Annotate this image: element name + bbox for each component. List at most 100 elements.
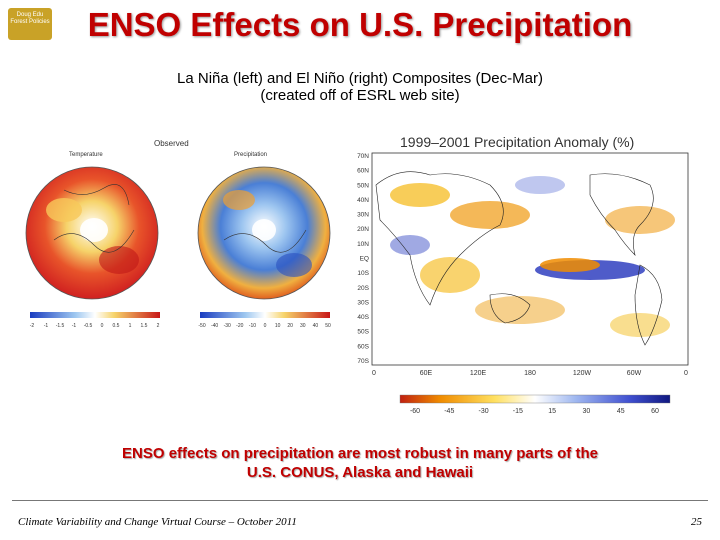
latitude-label: 70N [357,153,369,160]
colorbar-tick-label: 0 [264,323,267,329]
latitude-label: 40N [357,197,369,204]
footer-divider [12,500,708,501]
colorbar-tick-label: 30 [583,408,591,415]
colorbar-tick-label: 60 [651,408,659,415]
colorbar-tick-label: -50 [198,323,205,329]
caption-line-2: U.S. CONUS, Alaska and Hawaii [246,464,474,481]
colorbar-tick-label: -60 [410,408,420,415]
colorbar-tick-label: 50 [325,323,331,329]
colorbar-tick-label: -1 [44,323,49,329]
dry-anomaly [605,206,675,234]
longitude-label: 60E [420,370,433,377]
coastline [223,229,307,253]
precipitation-anomaly-map: 1999–2001 Precipitation Anomaly (%) 70N 6… [340,125,700,415]
latitude-label: 40S [357,314,369,321]
dry-anomaly [540,258,600,272]
temp-blob [46,198,82,222]
coastline [53,229,135,253]
latitude-label: 10N [357,241,369,248]
latitude-label: 30S [357,299,369,306]
continent-outline [634,264,663,346]
latitude-label: 10S [357,270,369,277]
temp-polar-region [80,218,108,242]
colorbar-tick-label: -0.5 [84,323,93,329]
footer-text: Climate Variability and Change Virtual C… [18,516,297,528]
longitude-label: 180 [524,370,536,377]
precip-polar-region [252,219,276,241]
globes-svg: Observed Temperature Precipitation -2 -1-… [25,139,331,329]
longitude-label: 0 [372,370,376,377]
dry-anomaly [390,183,450,207]
temp-blob [99,246,139,274]
subtitle-line-2: (created off of ESRL web site) [260,87,460,104]
colorbar-tick-label: 1 [129,323,132,329]
colorbar-tick-label: -40 [211,323,218,329]
latitude-label: 70S [357,358,369,365]
colorbar-tick-label: 10 [275,323,281,329]
slide-title: ENSO Effects on U.S. Precipitation [87,6,633,43]
anomaly-colorbar [399,394,671,404]
wet-anomaly [515,176,565,194]
colorbar-tick-label: 2 [157,323,160,329]
colorbar-tick-label: 30 [300,323,306,329]
colorbar-tick-label: -1.5 [56,323,65,329]
precipitation-colorbar-ticks: -50 -40 -30 -20 -10 0 10 20 30 40 50 [198,323,331,329]
colorbar-tick-label: -45 [444,408,454,415]
anomaly-map-svg: 1999–2001 Precipitation Anomaly (%) 70N 6… [357,134,689,415]
latitude-label: 60S [357,343,369,350]
latitude-label: 60N [357,168,369,175]
precipitation-colorbar [200,312,330,318]
colorbar-tick-label: 0 [101,323,104,329]
dry-anomaly [610,313,670,337]
longitude-label: 120E [470,370,487,377]
temperature-colorbar [30,312,160,318]
latitude-label: 20S [357,285,369,292]
wet-anomaly [390,235,430,255]
colorbar-tick-label: -2 [30,323,35,329]
colorbar-tick-label: -20 [236,323,243,329]
continent-outline [375,171,504,306]
colorbar-tick-label: 45 [617,408,625,415]
longitude-label: 0 [684,370,688,377]
colorbar-tick-label: -30 [224,323,231,329]
page-number: 25 [691,516,702,528]
anomaly-colorbar-ticks: -60 -45 -30 -15 15 30 45 60 [410,408,659,415]
map-title: 1999–2001 Precipitation Anomaly (%) [400,134,634,150]
latitude-label: 50N [357,182,369,189]
coastline [63,184,130,206]
dry-anomaly [475,296,565,324]
composite-globes-figure: Observed Temperature Precipitation -2 -1-… [24,130,334,340]
longitude-labels: 0 60E 120E 180 120W 60W 0 [372,370,688,377]
latitude-label: 20N [357,226,369,233]
longitude-label: 120W [573,370,592,377]
colorbar-tick-label: -1 [72,323,77,329]
colorbar-tick-label: 20 [287,323,293,329]
temperature-colorbar-ticks: -2 -1 -1.5 -1 -0.5 0 0.5 1 1.5 2 [30,323,160,329]
colorbar-tick-label: 1.5 [141,323,148,329]
continent-outline [489,293,531,324]
colorbar-tick-label: -10 [249,323,256,329]
institution-logo: Doug Edu Forest Policies [8,8,52,40]
dry-anomaly [450,201,530,229]
dry-anomaly [420,257,480,293]
latitude-label: 50S [357,329,369,336]
slide-subtitle: La Niña (left) and El Niño (right) Compo… [0,70,720,104]
latitude-labels: 70N 60N 50N 40N 30N 20N 10N EQ 10S 20S 30S 40S 50S 60… [357,153,370,365]
latitude-label: 30N [357,212,369,219]
subtitle-line-1: La Niña (left) and El Niño (right) Compo… [177,70,543,87]
colorbar-tick-label: 0.5 [113,323,120,329]
colorbar-tick-label: -15 [513,408,523,415]
precip-blob [276,253,312,277]
caption-line-1: ENSO effects on precipitation are most r… [122,445,598,462]
longitude-label: 60W [627,370,642,377]
colorbar-tick-label: 40 [313,323,319,329]
continent-outline [589,173,654,256]
slide-caption: ENSO effects on precipitation are most r… [20,444,700,482]
observed-label: Observed [154,139,189,148]
temperature-label: Temperature [69,152,103,158]
latitude-label: EQ [360,256,369,263]
precipitation-label: Precipitation [234,152,267,158]
precip-blob [223,190,255,210]
colorbar-tick-label: 15 [548,408,556,415]
colorbar-tick-label: -30 [479,408,489,415]
